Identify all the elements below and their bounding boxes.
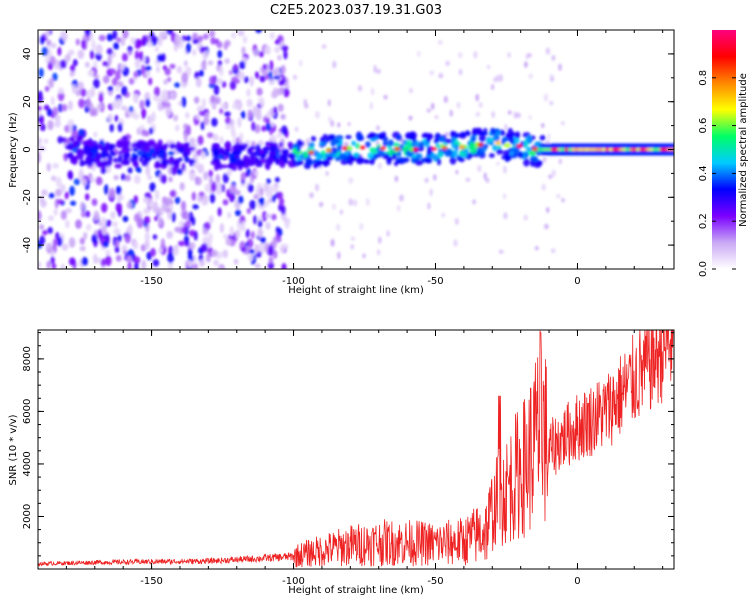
snr-y-axis: 2000 4000 6000 8000 xyxy=(22,332,674,570)
colorbar-tick-label: 0.2 xyxy=(698,213,709,229)
colorbar-tick-label: 0.0 xyxy=(698,261,709,277)
x-tick-label: -150 xyxy=(140,576,163,587)
x-tick-label: 0 xyxy=(574,576,580,587)
snr-x-label: Height of straight line (km) xyxy=(288,585,424,596)
y-tick-label: 8000 xyxy=(22,346,33,371)
spectrogram-panel: -150 -100 -50 0 -40 -20 0 20 40 Height of strai… xyxy=(8,29,675,296)
snr-series-line xyxy=(38,330,674,568)
spectrogram-y-label: Frequency (Hz) xyxy=(8,112,19,188)
y-tick-label: 2000 xyxy=(22,504,33,529)
snr-y-label: SNR (10 * v/v) xyxy=(8,414,19,485)
y-tick-label: -40 xyxy=(22,237,33,253)
spectrogram-y-axis: -40 -20 0 20 40 xyxy=(22,29,674,270)
snr-panel: -150 -100 -50 0 2000 4000 6000 8000 Height of … xyxy=(8,329,675,596)
y-tick-label: 0 xyxy=(22,146,33,152)
colorbar-tick-label: 0.4 xyxy=(698,165,709,181)
colorbar-tick-label: 0.6 xyxy=(698,118,709,134)
y-tick-label: 6000 xyxy=(22,399,33,424)
y-tick-label: 40 xyxy=(22,48,33,61)
colorbar-tick-label: 0.8 xyxy=(698,70,709,86)
chart-title: C2E5.2023.037.19.31.G03 xyxy=(270,3,442,18)
snr-x-axis: -150 -100 -50 0 xyxy=(37,330,664,587)
colorbar-gradient xyxy=(712,30,736,269)
spectrogram-x-label: Height of straight line (km) xyxy=(288,285,424,296)
x-tick-label: -150 xyxy=(140,276,163,287)
snr-frame xyxy=(37,329,675,570)
spectrogram-x-axis: -150 -100 -50 0 xyxy=(37,30,664,287)
y-tick-label: -20 xyxy=(22,189,33,205)
colorbar: 0.0 0.2 0.4 0.6 0.8 Normalized spectral ampl… xyxy=(698,30,749,277)
x-tick-label: -50 xyxy=(427,276,443,287)
x-tick-label: -50 xyxy=(427,576,443,587)
x-tick-label: -100 xyxy=(282,576,305,587)
x-tick-label: -100 xyxy=(282,276,305,287)
y-tick-label: 4000 xyxy=(22,451,33,476)
y-tick-label: 20 xyxy=(22,95,33,108)
colorbar-axis: 0.0 0.2 0.4 0.6 0.8 xyxy=(698,70,736,277)
x-tick-label: 0 xyxy=(574,276,580,287)
colorbar-label: Normalized spectral amplitude xyxy=(738,73,749,227)
spectrogram-heatmap xyxy=(38,30,674,269)
